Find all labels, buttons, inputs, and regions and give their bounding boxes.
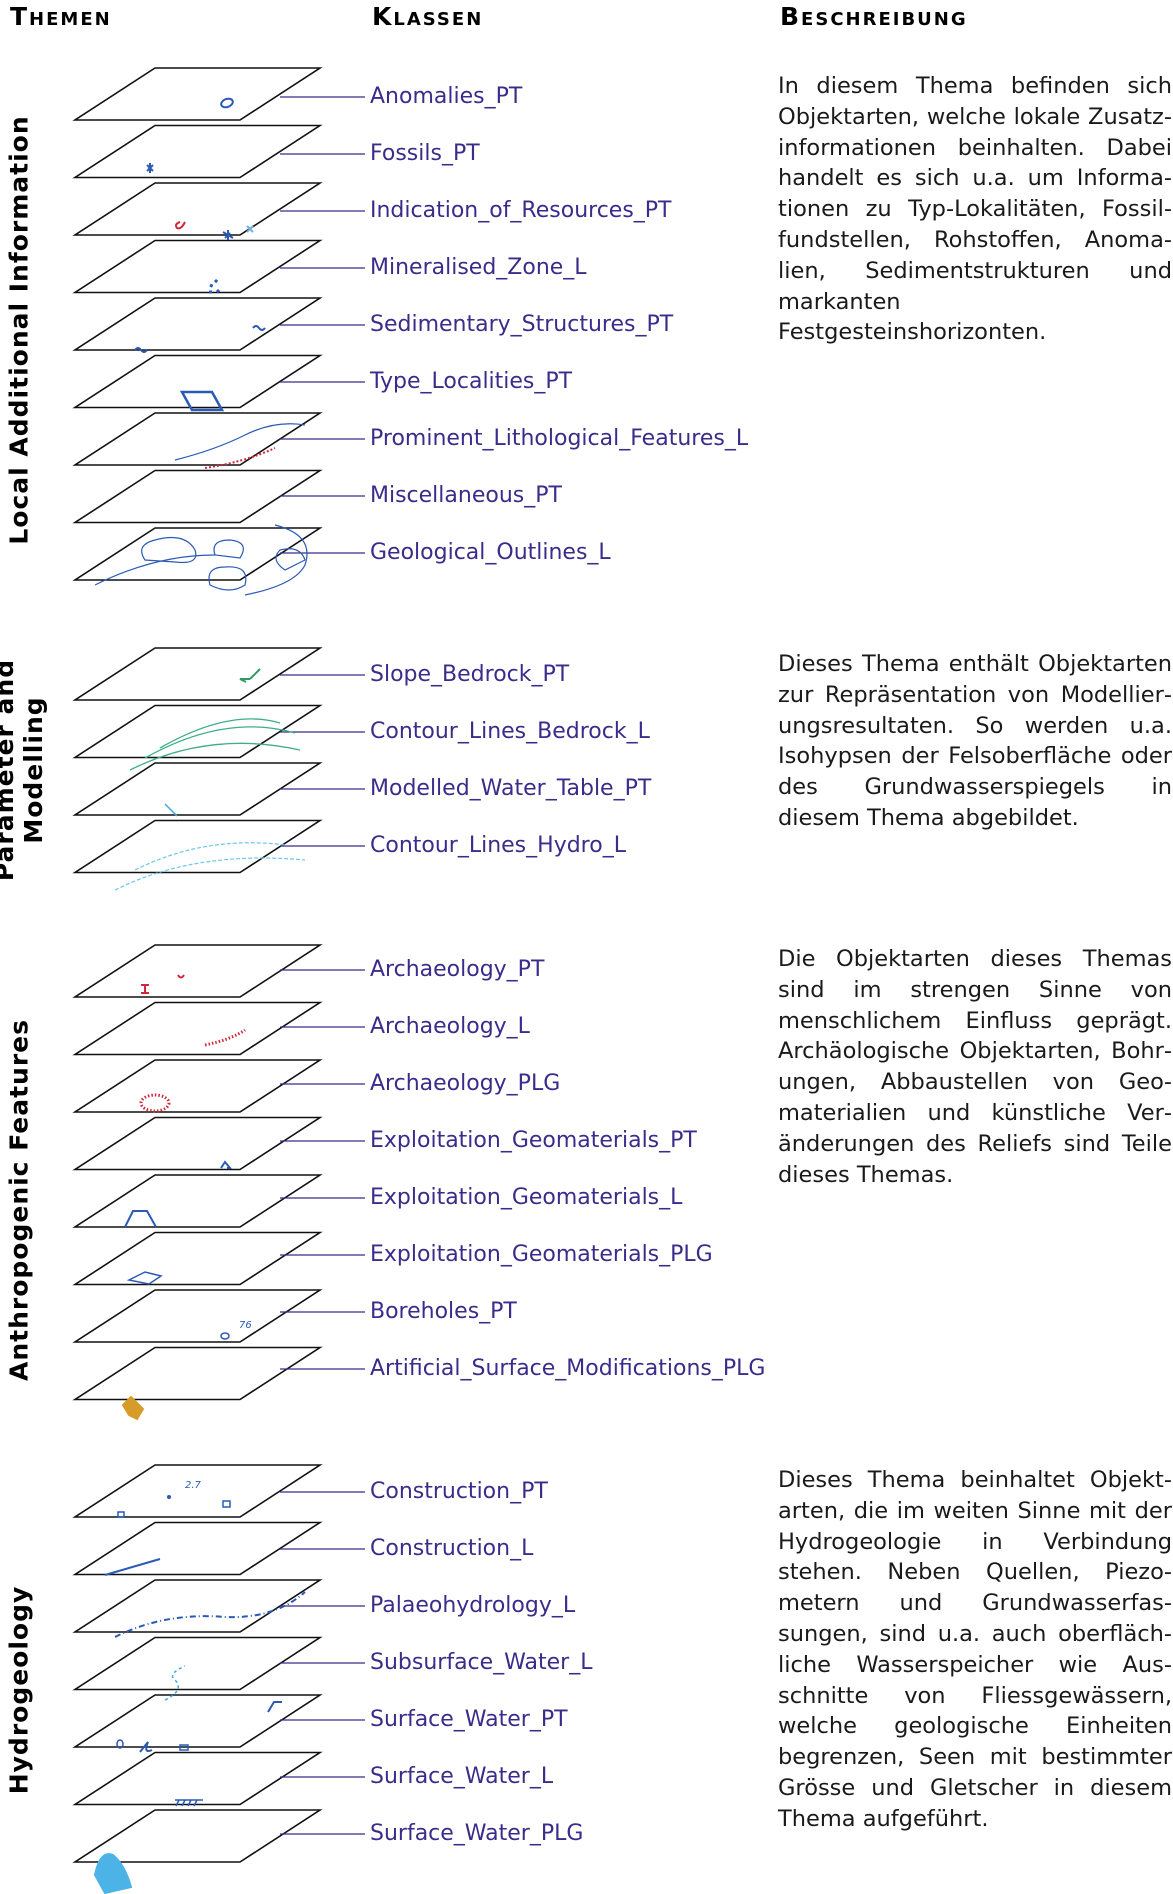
ellipse-icon (220, 97, 234, 109)
class-label: Surface_Water_L (370, 1764, 554, 1789)
layer-plane (72, 124, 323, 179)
theme-title-local: Local Additional Information (4, 115, 34, 545)
class-label: Archaeology_PLG (370, 1071, 561, 1096)
lake-icon (93, 1853, 133, 1894)
class-label: Archaeology_L (370, 1014, 530, 1039)
class-label: Type_Localities_PT (370, 369, 573, 394)
class-label: Slope_Bedrock_PT (370, 662, 570, 687)
construction-line-icon (104, 1558, 161, 1576)
svg-text:76: 76 (239, 1320, 252, 1331)
layer-plane (72, 1116, 323, 1171)
layer-plane (72, 354, 323, 409)
description-local: In diesem Thema befinden sich Objektarte… (778, 73, 1172, 346)
star-icon (146, 163, 154, 173)
layer-plane (72, 647, 323, 701)
layer-plane (72, 762, 323, 816)
class-label: Construction_L (370, 1536, 534, 1561)
layer-plane (72, 412, 323, 466)
class-label: Artificial_Surface_Modifications_PLG (370, 1356, 766, 1381)
layer-plane (72, 1464, 323, 1518)
small-line-icon (164, 803, 178, 817)
layer-plane (72, 944, 323, 998)
layer-plane (72, 1001, 323, 1056)
layer-plane (72, 1231, 323, 1286)
class-label: Sedimentary_Structures_PT (370, 312, 674, 337)
svg-text:2.7: 2.7 (185, 1480, 202, 1491)
outline-icon (94, 524, 308, 596)
class-label: Exploitation_Geomaterials_PLG (370, 1242, 713, 1267)
polygon-icon (126, 1271, 163, 1285)
layer-plane (72, 469, 323, 524)
header-themen: Themen (10, 2, 112, 31)
layer-plane (72, 67, 323, 121)
layer-plane (72, 1809, 323, 1863)
palaeo-line-icon (114, 1591, 306, 1638)
layer-plane (72, 1289, 323, 1343)
layer-plane (72, 297, 323, 351)
description-param: Dieses Thema enthält Objektarten zur Rep… (778, 651, 1172, 831)
class-label: Miscellaneous_PT (370, 483, 562, 508)
slope-icon (239, 668, 261, 683)
layer-plane (72, 182, 323, 236)
wave-icon (134, 325, 266, 353)
borehole-icon: 76 (220, 1320, 252, 1340)
class-label: Construction_PT (370, 1479, 548, 1504)
theme-title-anthro: Anthropogenic Features (4, 1018, 34, 1382)
class-label: Exploitation_Geomaterials_PT (370, 1128, 697, 1153)
layer-plane (72, 1346, 323, 1401)
class-label: Modelled_Water_Table_PT (370, 776, 652, 801)
header-klassen: Klassen (372, 2, 484, 31)
layer-plane (72, 1636, 323, 1691)
class-label: Surface_Water_PT (370, 1707, 568, 1732)
class-label: Palaeohydrology_L (370, 1593, 576, 1618)
class-label: Contour_Lines_Bedrock_L (370, 719, 650, 744)
spring-icon (116, 1701, 282, 1753)
class-label: Mineralised_Zone_L (370, 255, 587, 280)
river-line-icon (175, 1799, 203, 1807)
class-label: Boreholes_PT (370, 1299, 517, 1324)
layer-plane (72, 1694, 323, 1748)
description-anthro: Die Objektarten dieses Themas sind im st… (778, 946, 1172, 1188)
dots-icon (209, 278, 222, 295)
class-label: Subsurface_Water_L (370, 1650, 593, 1675)
contour-icon (129, 718, 301, 771)
pick-icon (220, 1160, 233, 1169)
theme-title-param: Parameter and Modelling (0, 658, 48, 882)
layer-plane (72, 1579, 323, 1633)
theme-title-hydro: Hydrogeology (4, 1585, 34, 1795)
description-hydro: Dieses Thema beinhaltet Objekt­arten, di… (778, 1467, 1172, 1832)
layer-plane (72, 1751, 323, 1806)
layer-plane (72, 1174, 323, 1228)
class-label: Indication_of_Resources_PT (370, 198, 672, 223)
class-label: Anomalies_PT (370, 84, 523, 109)
header-beschreibung: Beschreibung (780, 2, 968, 31)
class-label: Archaeology_PT (370, 957, 545, 982)
layer-plane (72, 239, 323, 294)
class-label: Exploitation_Geomaterials_L (370, 1185, 683, 1210)
curve-icon (174, 423, 306, 469)
class-label: Prominent_Lithological_Features_L (370, 426, 749, 451)
construction-icon: 2.7 (117, 1480, 231, 1518)
rectangle-icon (179, 390, 225, 412)
layer-plane (72, 1521, 323, 1576)
excavation-icon (121, 1395, 145, 1421)
layer-stack-diagram: 76 2.7 (72, 67, 365, 1894)
archaeology-point-icon (141, 974, 185, 994)
pit-line-icon (124, 1210, 157, 1228)
contour-icon (114, 842, 306, 891)
layer-plane (72, 819, 323, 874)
layer-plane (72, 1059, 323, 1113)
wedge-icon (175, 221, 254, 240)
class-label: Surface_Water_PLG (370, 1821, 584, 1846)
dotted-ring-icon (139, 1093, 171, 1113)
layer-plane (72, 527, 323, 581)
class-label: Fossils_PT (370, 141, 480, 166)
dotted-line-icon (204, 1028, 246, 1047)
class-label: Contour_Lines_Hydro_L (370, 833, 626, 858)
class-label: Geological_Outlines_L (370, 540, 611, 565)
